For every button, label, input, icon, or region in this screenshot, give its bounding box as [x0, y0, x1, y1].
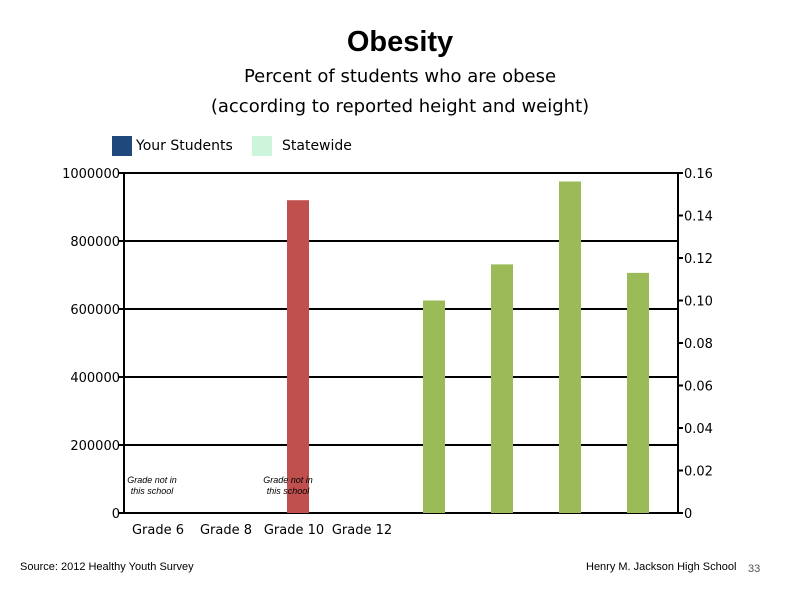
- right-axis-tick-label: 0.08: [684, 337, 713, 352]
- grade-note-line1: Grade not in: [263, 475, 313, 485]
- legend-item-your-students: Your Students: [112, 136, 233, 156]
- right-axis-tick-label: 0.06: [684, 380, 713, 395]
- bar: [491, 264, 513, 513]
- left-axis-tick-label: 0: [112, 507, 120, 522]
- bar: [423, 300, 445, 513]
- left-axis-tick-label: 800000: [70, 235, 120, 250]
- legend-swatch-your-students: [112, 136, 132, 156]
- right-axis-tick-label: 0.16: [684, 167, 713, 182]
- bar: [627, 272, 649, 513]
- grade-note-line2: this school: [267, 486, 311, 496]
- bar: [559, 181, 581, 513]
- right-axis-tick-label: 0.02: [684, 465, 713, 480]
- left-axis-tick-label: 600000: [70, 303, 120, 318]
- category-label: Grade 10: [264, 523, 324, 538]
- chart-subtitle: Percent of students who are obese: [243, 66, 557, 87]
- category-label: Grade 8: [200, 523, 252, 538]
- legend-item-statewide: Statewide: [252, 136, 352, 156]
- source-note: Source: 2012 Healthy Youth Survey: [20, 561, 194, 573]
- right-axis-tick-label: 0: [684, 507, 692, 522]
- right-axis-tick-label: 0.12: [684, 252, 713, 267]
- bar: [287, 200, 309, 513]
- page-number: 33: [748, 563, 761, 575]
- right-axis-tick-label: 0.04: [684, 422, 713, 437]
- right-axis-tick-label: 0.10: [684, 295, 713, 310]
- left-axis-tick-label: 200000: [70, 439, 120, 454]
- left-axis-tick-label: 400000: [70, 371, 120, 386]
- category-label: Grade 12: [332, 523, 392, 538]
- grade-note-line2: this school: [131, 486, 175, 496]
- left-axis-tick-label: 1000000: [62, 167, 120, 182]
- chart-title: Obesity: [346, 26, 454, 58]
- legend-label-statewide: Statewide: [282, 138, 352, 154]
- chart-subtitle-note: (according to reported height and weight…: [210, 96, 590, 117]
- grade-note-line1: Grade not in: [127, 475, 177, 485]
- category-label: Grade 6: [132, 523, 184, 538]
- school-name: Henry M. Jackson High School: [586, 561, 737, 573]
- right-axis-tick-label: 0.14: [684, 210, 713, 225]
- legend-label-your-students: Your Students: [136, 138, 233, 154]
- legend-swatch-statewide: [252, 136, 272, 156]
